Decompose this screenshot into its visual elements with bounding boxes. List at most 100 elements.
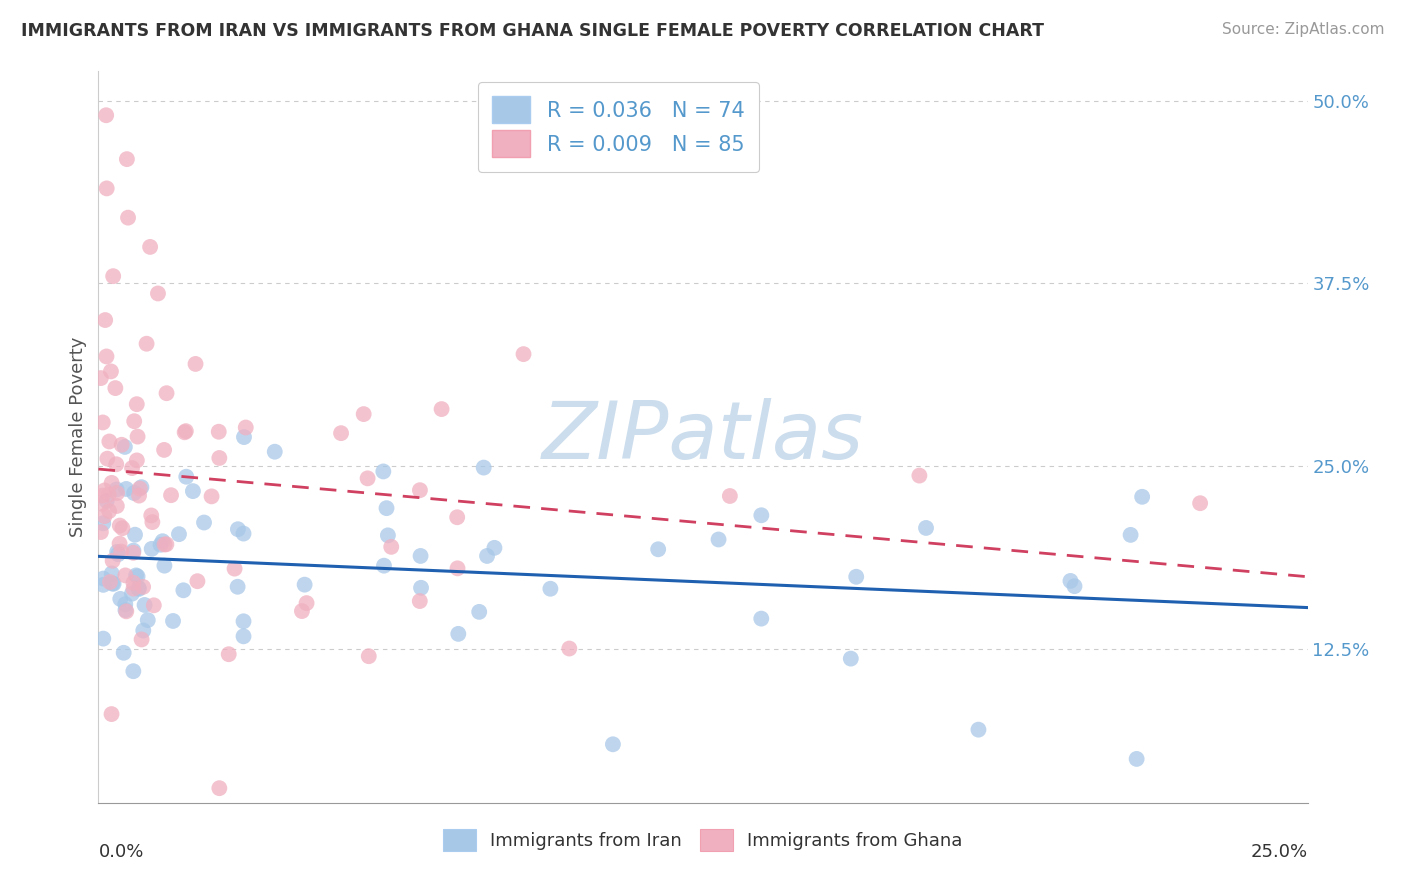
- Point: [173, 425, 195, 440]
- Point: [232, 615, 254, 629]
- Point: [100, 364, 122, 378]
- Point: [115, 482, 138, 496]
- Point: [96, 108, 118, 122]
- Point: [122, 486, 145, 500]
- Point: [430, 402, 453, 417]
- Point: [132, 624, 155, 638]
- Point: [122, 575, 145, 590]
- Point: [90, 371, 112, 385]
- Point: [1063, 579, 1085, 593]
- Point: [233, 430, 256, 444]
- Point: [111, 438, 134, 452]
- Point: [707, 533, 730, 547]
- Point: [101, 576, 124, 591]
- Point: [263, 444, 285, 458]
- Point: [124, 527, 146, 541]
- Point: [172, 583, 194, 598]
- Point: [409, 581, 432, 595]
- Point: [155, 537, 177, 551]
- Point: [908, 468, 931, 483]
- Point: [122, 543, 145, 558]
- Text: 25.0%: 25.0%: [1250, 843, 1308, 861]
- Point: [93, 483, 115, 498]
- Point: [110, 544, 132, 558]
- Point: [153, 442, 176, 457]
- Point: [181, 484, 204, 499]
- Point: [839, 651, 862, 665]
- Point: [122, 546, 145, 560]
- Point: [103, 576, 125, 591]
- Legend: Immigrants from Iran, Immigrants from Ghana: Immigrants from Iran, Immigrants from Gh…: [434, 820, 972, 860]
- Point: [558, 641, 581, 656]
- Point: [91, 497, 114, 511]
- Text: IMMIGRANTS FROM IRAN VS IMMIGRANTS FROM GHANA SINGLE FEMALE POVERTY CORRELATION : IMMIGRANTS FROM IRAN VS IMMIGRANTS FROM …: [21, 22, 1045, 40]
- Point: [139, 240, 162, 254]
- Point: [484, 541, 506, 555]
- Point: [153, 558, 176, 573]
- Point: [114, 603, 136, 617]
- Point: [1130, 490, 1153, 504]
- Point: [121, 461, 143, 475]
- Text: 0.0%: 0.0%: [98, 843, 143, 861]
- Point: [184, 357, 207, 371]
- Point: [110, 591, 132, 606]
- Point: [115, 604, 138, 618]
- Point: [967, 723, 990, 737]
- Point: [235, 420, 257, 434]
- Point: [111, 521, 134, 535]
- Point: [101, 554, 124, 568]
- Point: [125, 453, 148, 467]
- Point: [446, 510, 468, 524]
- Point: [373, 465, 395, 479]
- Y-axis label: Single Female Poverty: Single Female Poverty: [69, 337, 87, 537]
- Point: [114, 597, 136, 611]
- Point: [98, 575, 121, 590]
- Point: [193, 516, 215, 530]
- Point: [141, 515, 163, 529]
- Point: [122, 414, 145, 428]
- Point: [375, 501, 398, 516]
- Point: [117, 211, 139, 225]
- Point: [114, 568, 136, 582]
- Point: [162, 614, 184, 628]
- Point: [174, 424, 197, 438]
- Point: [409, 483, 432, 498]
- Point: [98, 504, 121, 518]
- Point: [409, 594, 432, 608]
- Point: [475, 549, 498, 563]
- Point: [174, 469, 197, 483]
- Point: [153, 537, 176, 551]
- Point: [108, 536, 131, 550]
- Point: [96, 350, 118, 364]
- Point: [97, 488, 120, 502]
- Point: [141, 508, 163, 523]
- Point: [647, 542, 669, 557]
- Point: [101, 269, 124, 284]
- Point: [167, 527, 190, 541]
- Point: [291, 604, 314, 618]
- Point: [128, 482, 150, 496]
- Point: [105, 457, 128, 471]
- Text: ZIPatlas: ZIPatlas: [541, 398, 865, 476]
- Point: [128, 582, 150, 596]
- Point: [132, 580, 155, 594]
- Point: [115, 152, 138, 166]
- Point: [468, 605, 491, 619]
- Point: [208, 781, 231, 796]
- Point: [128, 581, 150, 595]
- Point: [100, 707, 122, 722]
- Point: [224, 561, 246, 575]
- Point: [380, 540, 402, 554]
- Point: [377, 528, 399, 542]
- Point: [1059, 574, 1081, 588]
- Point: [512, 347, 534, 361]
- Point: [186, 574, 208, 589]
- Point: [1189, 496, 1212, 510]
- Point: [915, 521, 938, 535]
- Point: [135, 336, 157, 351]
- Point: [105, 545, 128, 559]
- Point: [226, 580, 249, 594]
- Point: [91, 416, 114, 430]
- Point: [472, 460, 495, 475]
- Point: [446, 561, 468, 575]
